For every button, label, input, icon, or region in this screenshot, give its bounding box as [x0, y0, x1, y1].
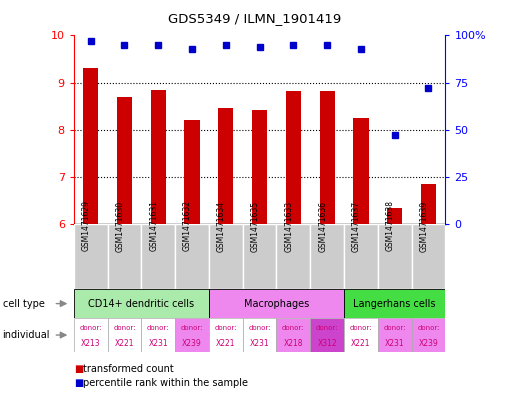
- Text: GSM1471635: GSM1471635: [250, 200, 260, 252]
- Bar: [151, 90, 166, 224]
- Bar: [175, 224, 209, 289]
- Text: donor:: donor:: [316, 325, 338, 331]
- Bar: [412, 318, 445, 352]
- Bar: [74, 318, 107, 352]
- Text: X221: X221: [216, 339, 236, 348]
- Text: X218: X218: [284, 339, 303, 348]
- Bar: [117, 97, 132, 224]
- Text: X221: X221: [351, 339, 371, 348]
- Bar: [175, 318, 209, 352]
- Bar: [378, 318, 412, 352]
- Bar: [107, 224, 142, 289]
- Bar: [378, 224, 412, 289]
- Bar: [421, 184, 436, 224]
- Bar: [387, 208, 402, 224]
- Bar: [252, 110, 267, 224]
- Bar: [286, 91, 301, 224]
- Bar: [243, 318, 276, 352]
- Text: donor:: donor:: [215, 325, 237, 331]
- Text: GSM1471633: GSM1471633: [285, 200, 293, 252]
- Text: CD14+ dendritic cells: CD14+ dendritic cells: [88, 299, 194, 309]
- Bar: [74, 224, 107, 289]
- Text: X239: X239: [418, 339, 438, 348]
- Text: donor:: donor:: [350, 325, 372, 331]
- Text: donor:: donor:: [282, 325, 304, 331]
- Text: donor:: donor:: [383, 325, 406, 331]
- Text: X231: X231: [250, 339, 269, 348]
- Bar: [310, 224, 344, 289]
- Text: percentile rank within the sample: percentile rank within the sample: [83, 378, 248, 388]
- Text: X231: X231: [149, 339, 168, 348]
- Text: X239: X239: [182, 339, 202, 348]
- Bar: [74, 289, 209, 318]
- Text: GSM1471632: GSM1471632: [183, 200, 192, 252]
- Text: GSM1471637: GSM1471637: [352, 200, 361, 252]
- Bar: [310, 318, 344, 352]
- Text: GSM1471636: GSM1471636: [318, 200, 327, 252]
- Text: donor:: donor:: [417, 325, 440, 331]
- Text: donor:: donor:: [147, 325, 169, 331]
- Bar: [184, 120, 200, 224]
- Bar: [276, 224, 310, 289]
- Bar: [344, 318, 378, 352]
- Text: donor:: donor:: [181, 325, 203, 331]
- Text: donor:: donor:: [113, 325, 136, 331]
- Text: X312: X312: [317, 339, 337, 348]
- Text: GSM1471631: GSM1471631: [149, 200, 158, 252]
- Bar: [209, 318, 243, 352]
- Text: donor:: donor:: [79, 325, 102, 331]
- Bar: [142, 318, 175, 352]
- Bar: [243, 224, 276, 289]
- Bar: [353, 118, 369, 224]
- Text: X221: X221: [115, 339, 134, 348]
- Bar: [344, 224, 378, 289]
- Text: X231: X231: [385, 339, 405, 348]
- Bar: [276, 318, 310, 352]
- Bar: [209, 224, 243, 289]
- Text: GSM1471634: GSM1471634: [217, 200, 226, 252]
- Bar: [83, 68, 98, 224]
- Bar: [107, 318, 142, 352]
- Text: Langerhans cells: Langerhans cells: [353, 299, 436, 309]
- Text: X213: X213: [81, 339, 100, 348]
- Bar: [142, 224, 175, 289]
- Text: donor:: donor:: [248, 325, 271, 331]
- Bar: [218, 108, 234, 224]
- Text: cell type: cell type: [3, 299, 44, 309]
- Text: ■: ■: [74, 378, 83, 388]
- Text: GSM1471629: GSM1471629: [82, 200, 91, 252]
- Text: transformed count: transformed count: [83, 364, 174, 374]
- Text: GSM1471630: GSM1471630: [116, 200, 125, 252]
- Bar: [209, 289, 344, 318]
- Text: GSM1471639: GSM1471639: [419, 200, 429, 252]
- Text: Macrophages: Macrophages: [244, 299, 309, 309]
- Text: individual: individual: [3, 330, 50, 340]
- Bar: [320, 91, 335, 224]
- Text: GDS5349 / ILMN_1901419: GDS5349 / ILMN_1901419: [168, 12, 341, 25]
- Text: GSM1471638: GSM1471638: [386, 200, 394, 252]
- Bar: [412, 224, 445, 289]
- Text: ■: ■: [74, 364, 83, 374]
- Bar: [344, 289, 445, 318]
